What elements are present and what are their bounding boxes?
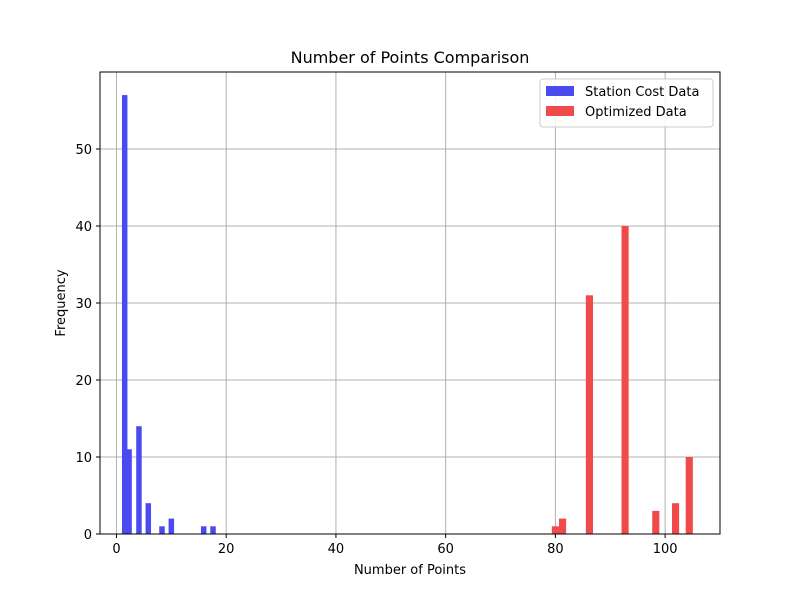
bar-optimized (652, 510, 660, 534)
bar-station-cost (121, 95, 128, 534)
y-axis-ticks: 0 10 20 30 40 50 (75, 143, 100, 543)
x-tick-label: 100 (653, 542, 678, 557)
bar-optimized (551, 526, 559, 534)
legend-label-optimized: Optimized Data (585, 105, 687, 120)
bar-station-cost (126, 449, 132, 534)
bar-station-cost (145, 503, 152, 534)
legend-swatch-station-cost (546, 86, 574, 96)
legend-label-station-cost: Station Cost Data (585, 85, 699, 100)
bar-optimized (585, 295, 593, 534)
x-tick-label: 80 (547, 542, 564, 557)
grid-lines (100, 72, 720, 535)
bar-station-cost (136, 426, 142, 534)
x-axis-ticks: 0 20 40 60 80 100 (112, 534, 678, 557)
y-tick-label: 10 (75, 451, 92, 466)
x-tick-label: 60 (437, 542, 454, 557)
y-tick-label: 30 (75, 297, 92, 312)
x-axis-label: Number of Points (354, 563, 466, 578)
y-tick-label: 40 (75, 220, 92, 235)
y-tick-label: 50 (75, 143, 92, 158)
legend-swatch-optimized (546, 106, 574, 116)
y-tick-label: 20 (75, 374, 92, 389)
bar-optimized (621, 226, 629, 534)
y-axis-label: Frequency (54, 269, 69, 336)
bar-station-cost (168, 518, 175, 534)
bar-optimized (671, 503, 680, 534)
bars-layer (121, 95, 693, 534)
legend: Station Cost Data Optimized Data (539, 78, 714, 128)
bar-optimized (685, 457, 693, 534)
y-tick-label: 0 (84, 528, 92, 543)
x-tick-label: 20 (218, 542, 235, 557)
x-tick-label: 40 (328, 542, 345, 557)
bar-station-cost (159, 526, 165, 534)
bar-station-cost (200, 526, 207, 534)
bar-optimized (558, 518, 567, 534)
bar-station-cost (210, 526, 216, 534)
legend-box (539, 78, 714, 128)
x-tick-label: 0 (112, 542, 120, 557)
chart-title: Number of Points Comparison (291, 48, 530, 67)
